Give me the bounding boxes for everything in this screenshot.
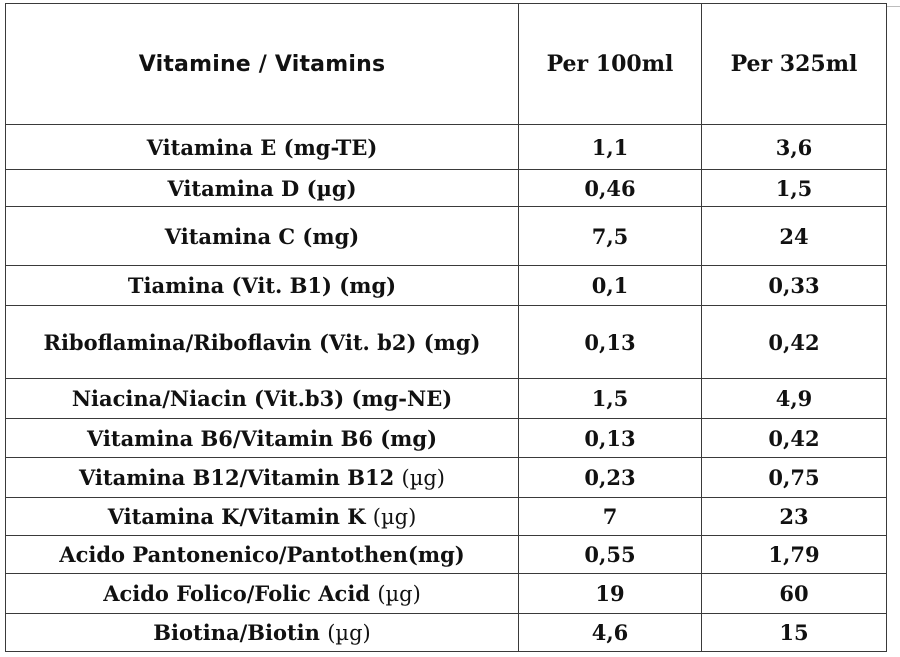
table-row: Vitamina K/Vitamin K (µg) 7 23 [5,497,887,536]
row-unit: (µg) [372,505,417,529]
table-row: Vitamina E (mg-TE) 1,1 3,6 [5,124,887,170]
table-header-row: Vitamine / Vitamins Per 100ml Per 325ml [5,3,887,125]
row-per-100ml: 0,23 [518,457,702,498]
table-row: Acido Pantonenico/Pantothen(mg) 0,55 1,7… [5,535,887,574]
table-row: Vitamina C (mg) 7,5 24 [5,206,887,266]
row-name-text: Vitamina B12/Vitamin B12 [79,465,395,490]
row-name: Vitamina B12/Vitamin B12 (µg) [5,457,519,498]
row-name: Acido Folico/Folic Acid (µg) [5,573,519,614]
header-vitamins: Vitamine / Vitamins [5,3,519,125]
row-per-325ml: 1,5 [701,169,887,207]
table-row: Biotina/Biotin (µg) 4,6 15 [5,613,887,652]
table-row: Niacina/Niacin (Vit.b3) (mg-NE) 1,5 4,9 [5,378,887,419]
row-unit: (µg) [327,621,371,645]
row-per-100ml: 0,13 [518,418,702,458]
row-name-text: Vitamina E (mg-TE) [146,134,378,160]
row-per-325ml: 0,42 [701,305,887,379]
row-name: Vitamina D (µg) [5,169,519,207]
row-name: Niacina/Niacin (Vit.b3) (mg-NE) [5,378,519,419]
header-per-325ml: Per 325ml [701,3,887,125]
row-per-325ml: 23 [701,497,887,536]
row-per-100ml: 7 [518,497,702,536]
row-name: Vitamina E (mg-TE) [5,124,519,170]
row-unit: (µg) [377,582,421,606]
row-per-325ml: 4,9 [701,378,887,419]
row-name: Vitamina B6/Vitamin B6 (mg) [5,418,519,458]
row-name-text: Acido Pantonenico/Pantothen(mg) [59,542,465,567]
row-name-text: Vitamina K/Vitamin K [107,504,366,529]
row-per-100ml: 0,13 [518,305,702,379]
row-per-325ml: 15 [701,613,887,652]
table-row: Riboflamina/Riboflavin (Vit. b2) (mg) 0,… [5,305,887,379]
table-row: Vitamina D (µg) 0,46 1,5 [5,169,887,207]
row-per-325ml: 1,79 [701,535,887,574]
row-per-100ml: 1,1 [518,124,702,170]
row-per-100ml: 1,5 [518,378,702,419]
row-name: Acido Pantonenico/Pantothen(mg) [5,535,519,574]
row-name: Riboflamina/Riboflavin (Vit. b2) (mg) [5,305,519,379]
row-per-325ml: 0,42 [701,418,887,458]
page-edge-mark [886,0,900,7]
row-name: Vitamina C (mg) [5,206,519,266]
row-per-100ml: 7,5 [518,206,702,266]
row-per-325ml: 0,33 [701,265,887,306]
row-name: Vitamina K/Vitamin K (µg) [5,497,519,536]
row-name: Tiamina (Vit. B1) (mg) [5,265,519,306]
vitamin-table: Vitamine / Vitamins Per 100ml Per 325ml … [5,3,887,652]
table-row: Vitamina B12/Vitamin B12 (µg) 0,23 0,75 [5,457,887,498]
row-per-100ml: 0,46 [518,169,702,207]
row-name-text: Biotina/Biotin [153,620,320,645]
row-name-text: Niacina/Niacin (Vit.b3) (mg-NE) [71,386,453,411]
row-name-text: Acido Folico/Folic Acid [103,581,370,606]
row-name-text: Riboflamina/Riboflavin (Vit. b2) (mg) [43,329,481,355]
row-per-325ml: 24 [701,206,887,266]
row-per-325ml: 3,6 [701,124,887,170]
row-per-100ml: 4,6 [518,613,702,652]
row-per-325ml: 60 [701,573,887,614]
header-per-100ml: Per 100ml [518,3,702,125]
table-row: Acido Folico/Folic Acid (µg) 19 60 [5,573,887,614]
row-name-text: Vitamina B6/Vitamin B6 (mg) [86,425,438,451]
row-name-text: Vitamina D (µg) [167,175,357,201]
row-name-text: Tiamina (Vit. B1) (mg) [127,273,397,298]
row-name-text: Vitamina C (mg) [164,223,360,249]
row-per-325ml: 0,75 [701,457,887,498]
row-per-100ml: 0,55 [518,535,702,574]
table-row: Vitamina B6/Vitamin B6 (mg) 0,13 0,42 [5,418,887,458]
row-per-100ml: 19 [518,573,702,614]
table-row: Tiamina (Vit. B1) (mg) 0,1 0,33 [5,265,887,306]
row-per-100ml: 0,1 [518,265,702,306]
row-unit: (µg) [401,466,445,490]
row-name: Biotina/Biotin (µg) [5,613,519,652]
